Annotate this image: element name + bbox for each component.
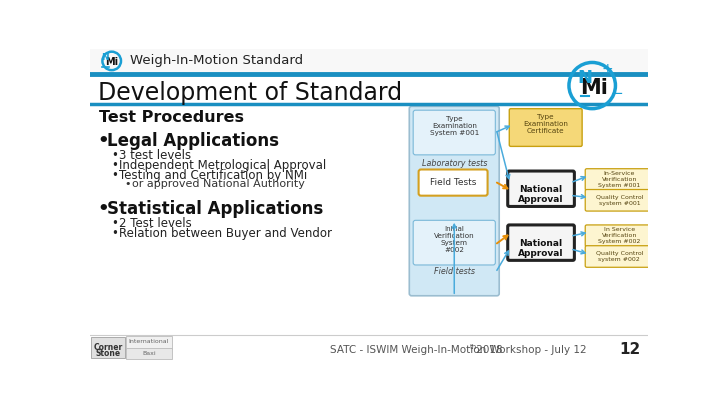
- Text: •: •: [112, 217, 119, 230]
- FancyBboxPatch shape: [409, 107, 499, 296]
- FancyBboxPatch shape: [126, 336, 172, 349]
- Text: Corner: Corner: [93, 343, 122, 352]
- Text: or approved National Authority: or approved National Authority: [132, 179, 305, 189]
- FancyBboxPatch shape: [90, 49, 648, 74]
- Text: −: −: [611, 86, 624, 101]
- FancyBboxPatch shape: [413, 110, 495, 155]
- Text: Weigh-In-Motion Standard: Weigh-In-Motion Standard: [130, 54, 303, 67]
- FancyBboxPatch shape: [418, 169, 487, 196]
- FancyBboxPatch shape: [585, 169, 654, 190]
- Text: 3 test levels: 3 test levels: [120, 149, 192, 162]
- FancyBboxPatch shape: [508, 171, 575, 207]
- Text: •: •: [112, 227, 119, 240]
- Text: 12: 12: [619, 342, 640, 357]
- Text: Field Tests: Field Tests: [430, 178, 476, 187]
- Text: Initial
Verification
System
#002: Initial Verification System #002: [434, 226, 474, 253]
- FancyBboxPatch shape: [585, 225, 654, 247]
- FancyBboxPatch shape: [91, 337, 125, 358]
- Text: Type
Examination
System #001: Type Examination System #001: [430, 115, 479, 136]
- Text: 2018: 2018: [473, 345, 503, 355]
- FancyBboxPatch shape: [413, 220, 495, 265]
- Text: •: •: [112, 159, 119, 172]
- FancyBboxPatch shape: [509, 109, 582, 146]
- Text: •: •: [98, 132, 109, 150]
- Text: Laboratory tests: Laboratory tests: [422, 160, 487, 168]
- Text: Relation between Buyer and Vendor: Relation between Buyer and Vendor: [120, 227, 333, 240]
- Text: National
Approval: National Approval: [518, 185, 564, 204]
- Text: •: •: [112, 169, 119, 182]
- Text: In-Service
Verification
System #001: In-Service Verification System #001: [598, 171, 641, 188]
- FancyBboxPatch shape: [126, 348, 172, 359]
- Text: Baxi: Baxi: [142, 351, 156, 356]
- Text: Stone: Stone: [95, 349, 120, 358]
- Text: •: •: [124, 179, 130, 189]
- Text: Field tests: Field tests: [433, 267, 474, 276]
- Text: Type
Examination
Certificate: Type Examination Certificate: [523, 114, 568, 134]
- Text: •: •: [112, 149, 119, 162]
- Text: +: +: [602, 62, 613, 76]
- FancyBboxPatch shape: [585, 246, 654, 267]
- Text: Development of Standard: Development of Standard: [98, 81, 402, 105]
- Text: Statistical Applications: Statistical Applications: [107, 200, 323, 218]
- Text: N: N: [577, 69, 592, 87]
- Text: Quality Control
system #001: Quality Control system #001: [595, 195, 643, 206]
- Text: Test Procedures: Test Procedures: [99, 110, 244, 125]
- Text: th: th: [469, 343, 477, 350]
- FancyBboxPatch shape: [508, 225, 575, 260]
- Text: Testing and Certification by NMi: Testing and Certification by NMi: [120, 169, 307, 182]
- Text: National
Approval: National Approval: [518, 239, 564, 258]
- Text: Independent Metrological Approval: Independent Metrological Approval: [120, 159, 327, 172]
- Text: •: •: [98, 200, 109, 218]
- Text: Mi: Mi: [105, 57, 118, 67]
- Text: N: N: [101, 53, 109, 62]
- Text: SATC - ISWIM Weigh-In-Motion Workshop - July 12: SATC - ISWIM Weigh-In-Motion Workshop - …: [330, 345, 587, 355]
- Text: Legal Applications: Legal Applications: [107, 132, 279, 150]
- Text: 2 Test levels: 2 Test levels: [120, 217, 192, 230]
- Text: In Service
Verification
System #002: In Service Verification System #002: [598, 228, 641, 244]
- FancyBboxPatch shape: [585, 190, 654, 211]
- Text: Mi: Mi: [580, 78, 608, 98]
- Text: Quality Control
system #002: Quality Control system #002: [595, 251, 643, 262]
- Text: International: International: [129, 339, 169, 345]
